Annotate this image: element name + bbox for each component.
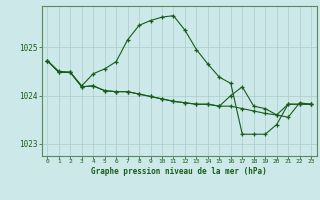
X-axis label: Graphe pression niveau de la mer (hPa): Graphe pression niveau de la mer (hPa) <box>91 167 267 176</box>
